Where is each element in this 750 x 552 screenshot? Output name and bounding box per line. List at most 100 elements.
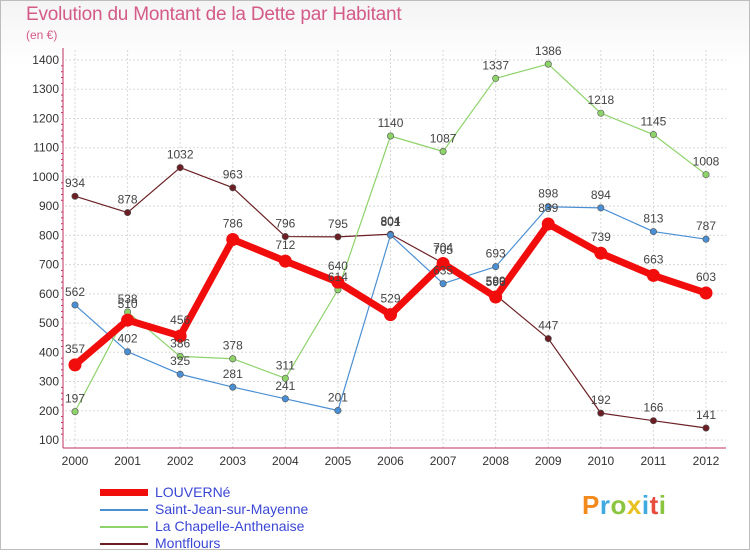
chart-title: Evolution du Montant de la Dette par Hab… [26,4,402,25]
data-point-la-chapelle-anthenaise [281,374,289,382]
data-label-la-chapelle-anthenaise: 1218 [587,93,614,107]
data-label-saint-jean-sur-mayenne: 281 [223,367,243,381]
data-point-montflours [71,192,79,200]
legend-label-2: La Chapelle-Anthenaise [155,518,305,534]
data-point-la-chapelle-anthenaise [702,171,710,179]
data-point-la-chapelle-anthenaise [386,132,394,140]
y-tick-label: 400 [39,345,59,359]
y-tick-label: 800 [39,228,59,242]
x-tick-label: 2005 [325,454,352,468]
data-point-louvern- [699,286,713,300]
data-label-montflours: 795 [328,217,348,231]
data-point-la-chapelle-anthenaise [176,352,184,360]
data-label-louvern-: 663 [643,252,663,266]
y-tick-label: 600 [39,287,59,301]
data-label-louvern-: 603 [696,270,716,284]
logo-letter: o [610,490,627,520]
data-label-la-chapelle-anthenaise: 311 [276,358,295,372]
data-point-montflours [176,164,184,172]
y-tick-label: 1200 [32,111,59,125]
logo-letter: t [649,490,659,520]
data-point-saint-jean-sur-mayenne [597,204,605,212]
data-label-la-chapelle-anthenaise: 1087 [430,131,457,145]
legend-swatch-1 [100,509,148,511]
data-label-louvern-: 589 [486,274,506,288]
x-tick-label: 2001 [114,454,141,468]
x-tick-label: 2008 [482,454,509,468]
data-label-la-chapelle-anthenaise: 538 [118,292,138,306]
data-label-montflours: 192 [591,393,611,407]
x-tick-label: 2007 [430,454,457,468]
data-point-louvern- [384,308,397,322]
legend-swatch-3 [100,543,148,545]
data-label-montflours: 596 [486,275,506,289]
data-point-louvern- [226,232,240,246]
x-tick-label: 2000 [62,454,89,468]
data-label-montflours: 141 [696,408,716,422]
data-point-louvern- [121,313,135,327]
data-label-louvern-: 357 [65,342,85,356]
y-tick-label: 1100 [33,141,59,155]
data-point-louvern- [436,256,450,270]
data-label-montflours: 934 [65,176,85,190]
logo-letter: i [658,490,667,520]
x-tick-label: 2003 [219,454,246,468]
data-point-louvern- [594,246,608,260]
data-point-louvern- [646,268,660,282]
data-label-louvern-: 739 [591,230,611,244]
data-label-la-chapelle-anthenaise: 1337 [482,58,509,72]
data-label-saint-jean-sur-mayenne: 787 [696,219,716,233]
data-label-montflours: 804 [380,214,400,228]
data-point-louvern- [489,290,503,304]
logo-letter: r [599,490,611,520]
data-label-saint-jean-sur-mayenne: 693 [486,247,506,261]
data-point-la-chapelle-anthenaise [597,109,605,117]
y-tick-label: 900 [39,199,59,213]
data-label-saint-jean-sur-mayenne: 801 [380,215,400,229]
data-point-louvern- [278,254,292,268]
proxiti-logo: Proxiti [582,490,666,521]
data-label-montflours: 447 [538,319,558,333]
series [68,60,713,432]
x-tick-label: 2004 [272,454,299,468]
data-point-la-chapelle-anthenaise [229,355,237,363]
data-label-la-chapelle-anthenaise: 386 [170,336,190,350]
data-label-montflours: 166 [643,401,663,415]
data-point-la-chapelle-anthenaise [492,74,500,82]
data-point-la-chapelle-anthenaise [71,408,79,416]
y-tick-label: 1400 [32,53,59,67]
data-label-saint-jean-sur-mayenne: 635 [433,264,453,278]
data-labels: 934 878 1032 963 796 795 804 705 596 447 192 166 141… [65,44,720,422]
data-point-saint-jean-sur-mayenne [386,231,394,239]
y-tick-label: 1000 [32,170,59,184]
data-point-saint-jean-sur-mayenne [544,203,552,211]
legend-label-0: LOUVERNé [155,484,231,500]
data-point-la-chapelle-anthenaise [649,131,657,139]
data-label-louvern-: 712 [275,238,295,252]
data-label-saint-jean-sur-mayenne: 562 [65,285,85,299]
data-point-saint-jean-sur-mayenne [176,370,184,378]
data-point-montflours [702,424,710,432]
data-point-saint-jean-sur-mayenne [71,301,79,309]
data-point-montflours [229,184,237,192]
data-point-montflours [649,417,657,425]
data-label-louvern-: 510 [118,297,138,311]
data-label-montflours: 1032 [167,148,194,162]
data-point-saint-jean-sur-mayenne [229,383,237,391]
logo-letter: i [641,490,650,520]
data-label-montflours: 796 [275,217,295,231]
legend-swatch-2 [100,526,148,528]
data-label-montflours: 705 [433,243,453,257]
data-label-saint-jean-sur-mayenne: 402 [118,332,138,346]
y-tick-label: 300 [39,375,59,389]
data-label-la-chapelle-anthenaise: 197 [65,392,85,406]
axes: 100 200 300 400 500 600 700 800 900 1000 1100 1200 1… [32,48,726,468]
grid [65,50,726,448]
data-point-louvern- [173,329,187,343]
x-tick-label: 2009 [535,454,562,468]
x-tick-label: 2012 [693,454,720,468]
data-label-saint-jean-sur-mayenne: 898 [538,187,558,201]
data-point-saint-jean-sur-mayenne [439,280,447,288]
legend-swatch-0 [100,489,148,496]
